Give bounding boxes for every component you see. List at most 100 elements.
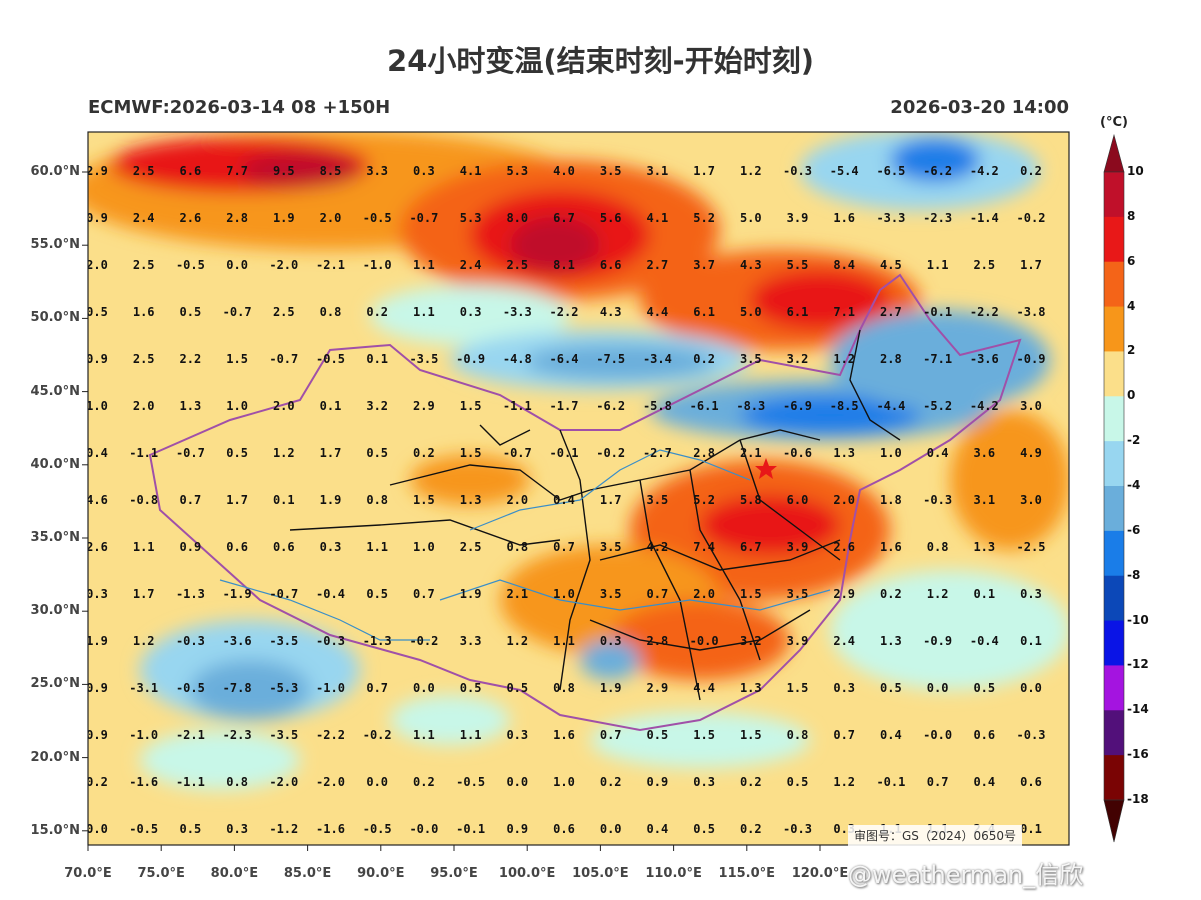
grid-value-7-15: 6.0 — [787, 493, 809, 507]
grid-value-4-8: -0.9 — [456, 352, 485, 366]
grid-value-12-12: 0.5 — [647, 728, 669, 742]
shaded-field — [88, 132, 1069, 790]
grid-value-8-1: 1.1 — [133, 540, 155, 554]
grid-value-4-10: -6.4 — [550, 352, 579, 366]
grid-value-3-18: -0.1 — [923, 305, 952, 319]
grid-value-1-4: 1.9 — [273, 211, 295, 225]
grid-value-0-13: 1.7 — [693, 164, 715, 178]
grid-value-6-8: 1.5 — [460, 446, 482, 460]
grid-value-8-5: 0.3 — [320, 540, 342, 554]
grid-value-0-1: 2.5 — [133, 164, 155, 178]
grid-value-0-7: 0.3 — [413, 164, 435, 178]
grid-value-9-7: 0.7 — [413, 587, 435, 601]
latitude-tick-label: 25.0°N — [30, 676, 80, 692]
grid-value-9-2: -1.3 — [176, 587, 205, 601]
grid-value-11-1: -3.1 — [129, 681, 158, 695]
grid-value-1-17: -3.3 — [876, 211, 905, 225]
grid-value-1-5: 2.0 — [320, 211, 342, 225]
grid-value-6-4: 1.2 — [273, 446, 295, 460]
longitude-tick-label: 120.0°E — [791, 866, 849, 881]
longitude-tick-label: 75.0°E — [137, 866, 185, 881]
grid-value-8-14: 6.7 — [740, 540, 762, 554]
grid-value-10-11: 0.3 — [600, 634, 622, 648]
grid-value-12-14: 1.5 — [740, 728, 762, 742]
grid-value-3-7: 1.1 — [413, 305, 435, 319]
grid-value-12-13: 1.5 — [693, 728, 715, 742]
colorbar-label: -6 — [1127, 522, 1141, 537]
grid-value-5-4: 2.0 — [273, 399, 295, 413]
grid-value-12-11: 0.7 — [600, 728, 622, 742]
grid-value-6-17: 1.0 — [880, 446, 902, 460]
grid-value-8-6: 1.1 — [366, 540, 388, 554]
grid-value-7-9: 2.0 — [506, 493, 528, 507]
grid-value-11-2: -0.5 — [176, 681, 205, 695]
grid-value-10-4: -3.5 — [269, 634, 298, 648]
grid-value-10-19: -0.4 — [970, 634, 999, 648]
colorbar-segment — [1104, 216, 1124, 263]
grid-value-14-4: -1.2 — [269, 822, 298, 836]
grid-value-3-4: 2.5 — [273, 305, 295, 319]
grid-value-7-12: 3.5 — [647, 493, 669, 507]
grid-value-6-5: 1.7 — [320, 446, 342, 460]
colorbar-segment — [1104, 396, 1124, 442]
colorbar-label: 2 — [1127, 343, 1136, 358]
grid-value-12-17: 0.4 — [880, 728, 902, 742]
grid-value-9-13: 2.0 — [693, 587, 715, 601]
grid-value-8-19: 1.3 — [973, 540, 995, 554]
grid-value-11-3: -7.8 — [223, 681, 252, 695]
grid-value-10-15: 3.9 — [787, 634, 809, 648]
grid-value-3-13: 6.1 — [693, 305, 715, 319]
grid-value-10-8: 3.3 — [460, 634, 482, 648]
grid-value-13-8: -0.5 — [456, 775, 485, 789]
grid-value-7-18: -0.3 — [923, 493, 952, 507]
grid-value-4-12: -3.4 — [643, 352, 672, 366]
grid-value-12-9: 0.3 — [506, 728, 528, 742]
grid-value-3-2: 0.5 — [180, 305, 202, 319]
grid-value-8-10: 0.7 — [553, 540, 575, 554]
grid-value-1-13: 5.2 — [693, 211, 715, 225]
grid-value-13-19: 0.4 — [973, 775, 995, 789]
grid-value-13-9: 0.0 — [506, 775, 528, 789]
grid-value-1-10: 6.7 — [553, 211, 575, 225]
grid-value-1-1: 2.4 — [133, 211, 155, 225]
grid-value-10-3: -3.6 — [223, 634, 252, 648]
grid-value-10-12: 2.8 — [647, 634, 669, 648]
grid-value-11-8: 0.5 — [460, 681, 482, 695]
grid-value-13-2: -1.1 — [176, 775, 205, 789]
grid-value-6-7: 0.2 — [413, 446, 435, 460]
grid-value-10-13: -0.0 — [690, 634, 719, 648]
grid-value-13-10: 1.0 — [553, 775, 575, 789]
grid-value-3-5: 0.8 — [320, 305, 342, 319]
grid-value-5-15: -6.9 — [783, 399, 812, 413]
grid-value-6-0: 0.4 — [86, 446, 108, 460]
plot-frame — [87, 131, 1070, 846]
colorbar-label: 0 — [1127, 388, 1136, 403]
colorbar — [1103, 133, 1125, 843]
grid-value-9-8: 1.9 — [460, 587, 482, 601]
grid-value-7-3: 1.7 — [226, 493, 248, 507]
grid-value-10-7: -0.2 — [409, 634, 438, 648]
grid-value-14-8: -0.1 — [456, 822, 485, 836]
grid-value-6-14: 2.1 — [740, 446, 762, 460]
grid-value-10-6: -1.3 — [363, 634, 392, 648]
grid-value-1-20: -0.2 — [1017, 211, 1046, 225]
grid-value-14-14: 0.2 — [740, 822, 762, 836]
grid-value-5-13: -6.1 — [690, 399, 719, 413]
grid-value-9-11: 3.5 — [600, 587, 622, 601]
grid-value-12-7: 1.1 — [413, 728, 435, 742]
grid-value-14-15: -0.3 — [783, 822, 812, 836]
grid-value-10-16: 2.4 — [833, 634, 855, 648]
grid-value-0-16: -5.4 — [830, 164, 859, 178]
grid-value-9-16: 2.9 — [833, 587, 855, 601]
grid-value-10-20: 0.1 — [1020, 634, 1042, 648]
grid-value-10-1: 1.2 — [133, 634, 155, 648]
grid-value-0-18: -6.2 — [923, 164, 952, 178]
colorbar-label: -16 — [1127, 747, 1149, 762]
longitude-tick-label: 115.0°E — [718, 866, 776, 881]
grid-value-11-0: 0.9 — [86, 681, 108, 695]
grid-value-14-7: -0.0 — [409, 822, 438, 836]
grid-value-11-13: 4.4 — [693, 681, 715, 695]
grid-value-13-16: 1.2 — [833, 775, 855, 789]
grid-value-2-15: 5.5 — [787, 258, 809, 272]
